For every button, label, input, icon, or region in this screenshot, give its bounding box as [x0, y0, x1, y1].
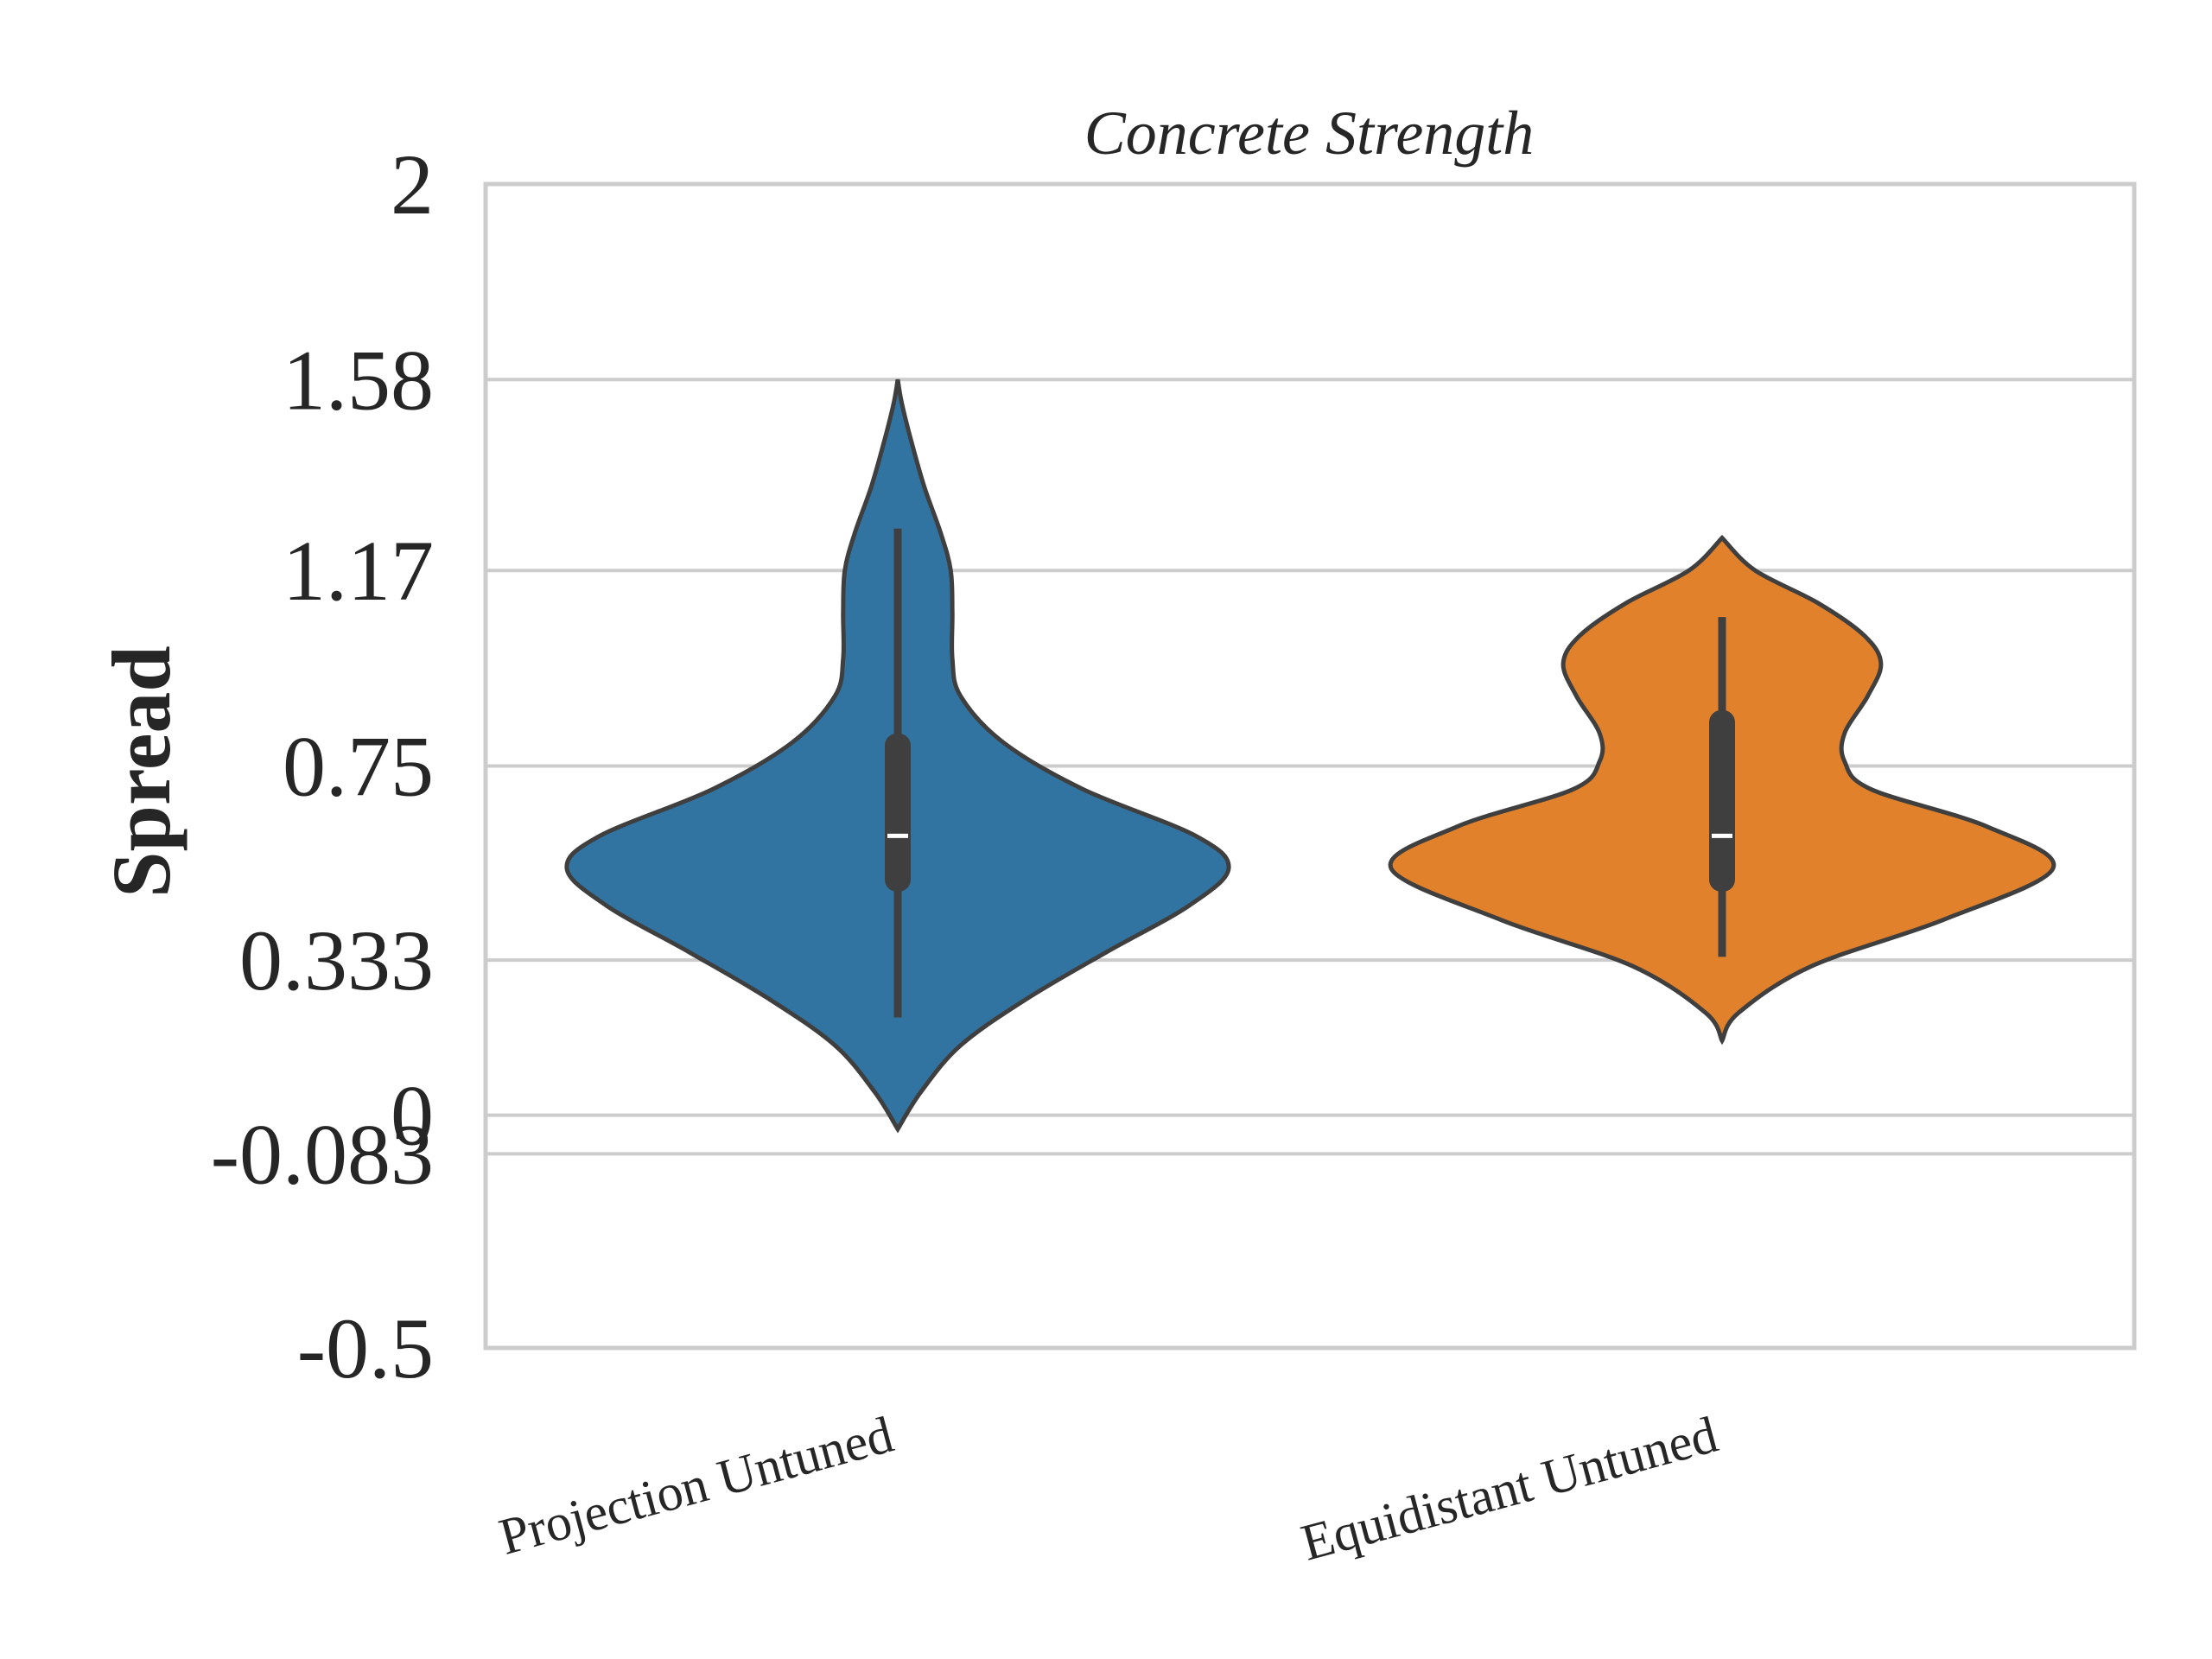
x-tick-labels: Projection Untuned Equidistant Untuned	[493, 1406, 1723, 1572]
violin-group	[1388, 534, 2056, 1046]
y-axis-label: Spread	[95, 645, 188, 898]
iqr-box	[1709, 709, 1735, 892]
y-tick-label: 0.75	[283, 719, 434, 815]
y-tick-label: 1.58	[283, 332, 434, 428]
y-tick-label: 0.333	[239, 912, 434, 1008]
grid-lines	[486, 182, 2134, 1350]
y-tick-label: -0.5	[297, 1300, 434, 1396]
y-tick-label: -0.083	[211, 1106, 434, 1202]
y-tick-label: 2	[391, 137, 434, 232]
y-tick-label: 0	[391, 1068, 434, 1164]
y-tick-label: 1.17	[283, 523, 434, 619]
plot-frame	[483, 181, 2137, 1351]
x-tick-label: Projection Untuned	[493, 1406, 899, 1566]
iqr-box	[885, 733, 911, 892]
x-tick-label: Equidistant Untuned	[1295, 1406, 1723, 1572]
chart-title: Concrete Strength	[1084, 99, 1535, 168]
violin-group	[564, 378, 1231, 1134]
violins	[564, 378, 2056, 1134]
